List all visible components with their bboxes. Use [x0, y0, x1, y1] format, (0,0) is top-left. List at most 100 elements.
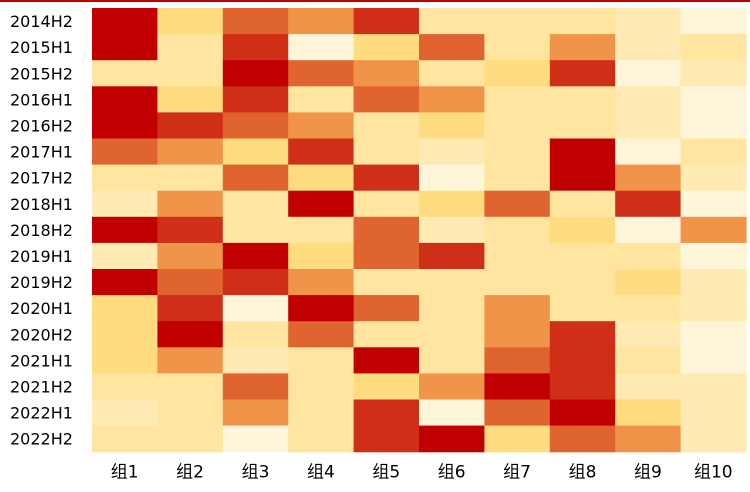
heatmap-cell [288, 138, 355, 166]
heatmap-cell [680, 347, 747, 374]
heatmap-cell [353, 242, 420, 270]
heatmap-cell [484, 112, 551, 140]
heatmap-cell [222, 112, 289, 140]
heatmap-cell [353, 60, 420, 87]
heatmap-cell [288, 347, 355, 374]
heatmap-cell [288, 86, 355, 113]
column-label: 组5 [372, 463, 400, 483]
row-label: 2019H2 [10, 273, 73, 292]
heatmap-cell [288, 216, 355, 244]
heatmap-cell [222, 347, 289, 374]
heatmap-cell [353, 86, 420, 113]
heatmap-cell [484, 60, 551, 87]
heatmap-cell [484, 242, 551, 270]
heatmap-cell [484, 347, 551, 374]
column-label: 组10 [694, 463, 733, 483]
heatmap-cell [680, 8, 747, 35]
heatmap-cell [353, 269, 420, 296]
heatmap-cell [222, 295, 289, 322]
row-label: 2014H2 [10, 12, 73, 31]
heatmap-cell [92, 242, 158, 270]
heatmap-cell [680, 112, 747, 140]
heatmap-cell [353, 190, 420, 218]
heatmap-cell [288, 190, 355, 218]
heatmap-cell [549, 242, 616, 270]
heatmap-cell [92, 60, 158, 87]
heatmap-cell [222, 425, 289, 453]
top-divider [0, 0, 750, 2]
heatmap-cell [92, 112, 158, 140]
heatmap-cell [157, 425, 224, 453]
heatmap-cell [157, 34, 224, 61]
heatmap-cell [549, 425, 616, 453]
row-label: 2017H2 [10, 169, 73, 188]
heatmap-cell [92, 347, 158, 374]
heatmap-cell [680, 86, 747, 113]
heatmap-cell [92, 138, 158, 166]
heatmap-cell [222, 60, 289, 87]
heatmap-cell [353, 8, 420, 35]
heatmap-cell [92, 8, 158, 35]
heatmap-cell [157, 269, 224, 296]
heatmap-cell [353, 347, 420, 374]
heatmap-cell [484, 216, 551, 244]
heatmap-cell [157, 321, 224, 348]
heatmap-cell [484, 190, 551, 218]
column-label: 组3 [242, 463, 270, 483]
row-label: 2018H2 [10, 221, 73, 240]
heatmap-cell [419, 373, 485, 401]
heatmap-cell [680, 373, 747, 401]
heatmap-cell [157, 216, 224, 244]
row-label: 2016H2 [10, 116, 73, 135]
heatmap-cell [222, 164, 289, 192]
heatmap-cell [353, 216, 420, 244]
heatmap-cell [549, 216, 616, 244]
heatmap-cell [615, 269, 682, 296]
row-label: 2021H1 [10, 351, 73, 370]
heatmap-cell [615, 399, 682, 427]
heatmap-cell [288, 60, 355, 87]
heatmap-cell [222, 8, 289, 35]
heatmap-cell [680, 425, 747, 453]
heatmap-cell [419, 8, 485, 35]
heatmap-cell [222, 373, 289, 401]
heatmap-cell [288, 242, 355, 270]
heatmap-cell [157, 347, 224, 374]
heatmap-cell [419, 347, 485, 374]
heatmap-cell [288, 321, 355, 348]
heatmap-cell [419, 242, 485, 270]
heatmap-cell [680, 242, 747, 270]
heatmap-cell [419, 425, 485, 453]
heatmap-cell [484, 269, 551, 296]
heatmap-cell [615, 190, 682, 218]
heatmap-cell [92, 321, 158, 348]
heatmap-cell [353, 399, 420, 427]
heatmap-cell [92, 399, 158, 427]
heatmap-cell [222, 399, 289, 427]
heatmap-cell [222, 190, 289, 218]
heatmap-cell [549, 399, 616, 427]
heatmap-cell [615, 86, 682, 113]
heatmap-cell [353, 112, 420, 140]
column-label: 组7 [503, 463, 531, 483]
heatmap-cell [549, 60, 616, 87]
heatmap-cell [92, 216, 158, 244]
heatmap-cell [157, 138, 224, 166]
heatmap-cell [157, 242, 224, 270]
heatmap-cell [549, 86, 616, 113]
heatmap-cell [288, 373, 355, 401]
heatmap-cell [419, 399, 485, 427]
heatmap-cell [288, 399, 355, 427]
heatmap-cell [615, 373, 682, 401]
heatmap-cell [680, 399, 747, 427]
heatmap-cell [419, 34, 485, 61]
row-label: 2015H2 [10, 64, 73, 83]
heatmap-cell [549, 164, 616, 192]
heatmap-cell [680, 269, 747, 296]
heatmap-cell [288, 425, 355, 453]
heatmap-cell [419, 60, 485, 87]
heatmap-cell [484, 295, 551, 322]
row-label: 2022H1 [10, 404, 73, 423]
